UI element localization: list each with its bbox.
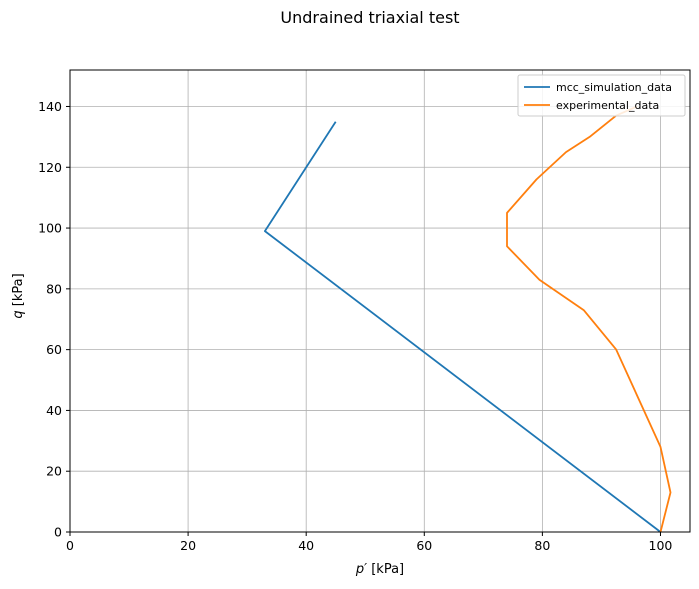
- axis-ticks: 0 20 40 60 80 100 0 20 40 60 80 100 120 140: [38, 99, 672, 553]
- y-tick-label: 140: [38, 99, 62, 114]
- y-tick-label: 120: [38, 160, 62, 175]
- plot-series: [263, 105, 672, 533]
- legend-label-experimental: experimental_data: [556, 99, 659, 112]
- y-tick-label: 40: [46, 403, 62, 418]
- series-line-mcc-simulation: [263, 121, 662, 533]
- x-tick-label: 40: [298, 538, 314, 553]
- y-tick-label: 100: [38, 221, 62, 236]
- grid: [69, 70, 690, 533]
- x-axis-title: p′ [kPa]: [355, 562, 404, 577]
- chart-title: Undrained triaxial test: [280, 8, 459, 27]
- x-tick-label: 0: [66, 538, 74, 553]
- legend-box: [517, 74, 686, 117]
- x-tick-label: 20: [180, 538, 196, 553]
- y-tick-label: 0: [54, 525, 62, 540]
- x-tick-label: 60: [416, 538, 432, 553]
- legend-label-mcc: mcc_simulation_data: [556, 81, 672, 94]
- x-tick-label: 100: [649, 538, 673, 553]
- y-tick-label: 60: [46, 342, 62, 357]
- y-axis-title: q [kPa]: [11, 273, 26, 318]
- x-tick-label: 80: [534, 538, 550, 553]
- plot-frame: [69, 69, 691, 533]
- y-tick-label: 80: [46, 281, 62, 296]
- legend: mcc_simulation_data experimental_data: [517, 74, 686, 117]
- series-line-experimental: [506, 105, 672, 533]
- y-tick-label: 20: [46, 464, 62, 479]
